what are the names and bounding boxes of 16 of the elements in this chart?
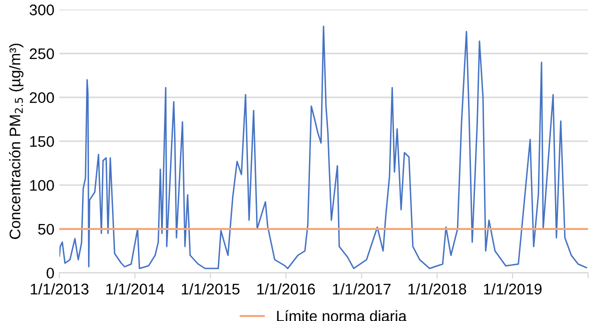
y-tick-label: 200	[30, 92, 54, 104]
x-tick-label: 1/1/2019	[484, 283, 542, 294]
x-tick-label: 1/1/2014	[106, 283, 164, 294]
y-axis-title: Concentración PM$_{2.5}$ (µg/m³)	[8, 44, 24, 240]
x-tick-label: 1/1/2015	[182, 283, 240, 294]
y-tick-label: 250	[30, 48, 54, 60]
y-tick-label: 0	[46, 268, 54, 279]
x-tick-label: 1/1/2017	[333, 283, 391, 294]
y-tick-label: 50	[38, 224, 54, 235]
y-tick-label: 300	[30, 4, 54, 16]
y-tick-label: 100	[30, 180, 54, 191]
x-tick-label: 1/1/2016	[257, 283, 315, 294]
x-tick-label: 1/1/2013	[30, 283, 88, 294]
y-tick-label: 150	[30, 136, 54, 147]
x-tick-label: 1/1/2018	[408, 283, 466, 294]
line-series	[59, 26, 588, 270]
